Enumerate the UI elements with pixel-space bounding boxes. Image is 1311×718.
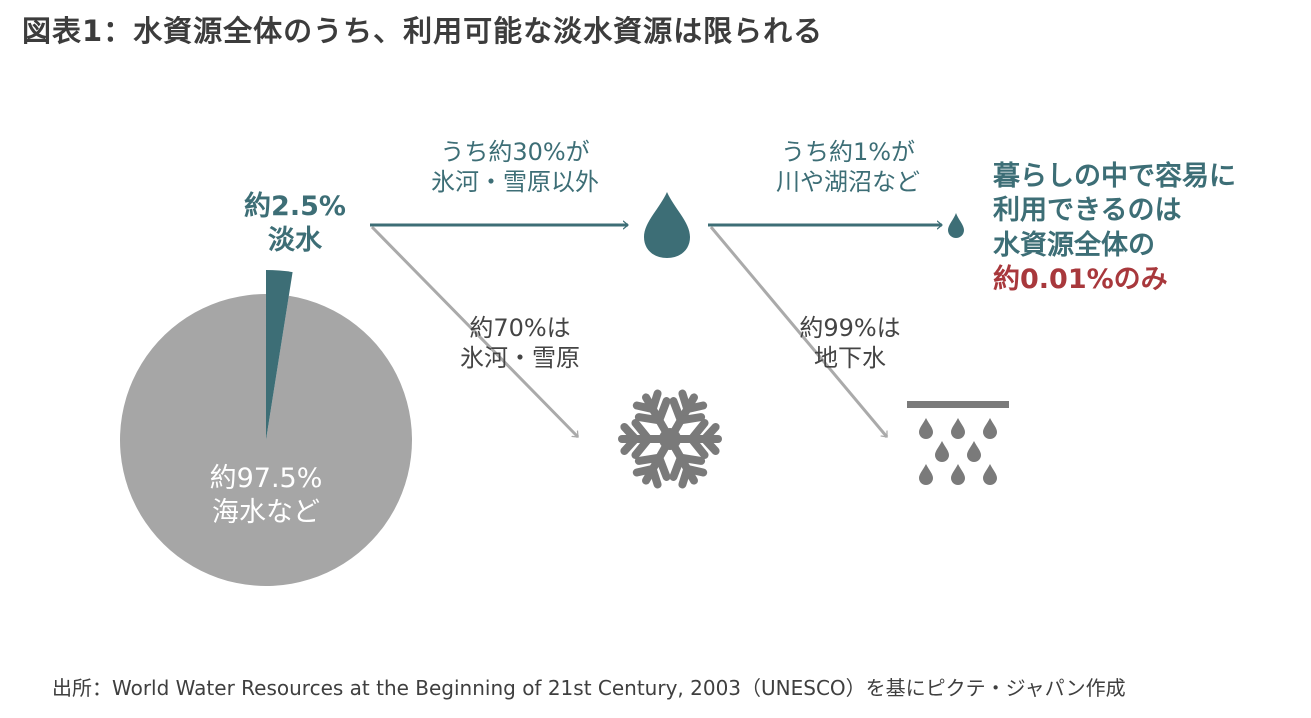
small-water-drop-icon: [948, 213, 964, 238]
pie-chart: [119, 270, 412, 586]
snowflake-stroke: [683, 401, 708, 414]
freshwater-percent: 約2.5%: [244, 191, 346, 222]
pie-slice-freshwater: [266, 270, 293, 440]
label-to-drop-line1: うち約30%が: [440, 138, 590, 166]
figure-title: 図表1：水資源全体のうち、利用可能な淡水資源は限られる: [22, 14, 824, 48]
label-to-snow-line1: 約70%は: [469, 314, 571, 342]
label-to-ground-line1: 約99%は: [799, 314, 901, 342]
conclusion-text: 暮らしの中で容易に 利用できるのは 水資源全体の 約0.01%のみ: [993, 160, 1236, 297]
snowflake-stroke: [631, 419, 653, 443]
snowflake-stroke: [648, 389, 662, 414]
label-to-small-drop: うち約1%が 川や湖沼など: [748, 137, 948, 197]
pie-slice-seawater: [119, 294, 412, 586]
seawater-name: 海水など: [212, 496, 320, 528]
snowflake-stroke: [678, 464, 692, 489]
arrow-drop-to-ground: [709, 226, 889, 438]
seawater-percent: 約97.5%: [209, 463, 323, 494]
snowflake-stroke: [700, 435, 720, 455]
snowflake-icon: [618, 389, 722, 489]
arrow-freshwater-to-snow: [370, 225, 580, 439]
label-to-snow: 約70%は 氷河・雪原: [440, 313, 600, 373]
snowflake-stroke: [669, 453, 685, 481]
label-to-small-drop-line2: 川や湖沼など: [776, 168, 920, 196]
label-to-ground: 約99%は 地下水: [770, 313, 930, 373]
snowflake-stroke: [634, 453, 664, 465]
snowflake-stroke: [632, 464, 657, 477]
snowflake-stroke: [620, 423, 640, 443]
freshwater-name: 淡水: [268, 224, 322, 256]
label-to-snow-line2: 氷河・雪原: [460, 344, 580, 372]
conclusion-line-2: 利用できるのは: [993, 195, 1182, 227]
label-to-drop-line2: 氷河・雪原以外: [431, 168, 599, 196]
water-drop-icon: [644, 192, 690, 258]
label-to-small-drop-line1: うち約1%が: [780, 138, 916, 166]
label-to-drop: うち約30%が 氷河・雪原以外: [415, 137, 615, 197]
snowflake-center: [659, 428, 681, 450]
label-to-ground-line2: 地下水: [814, 344, 886, 372]
groundwater-icon: [907, 401, 1009, 485]
snowflake-stroke: [655, 397, 671, 425]
conclusion-highlight: 約0.01%のみ: [993, 263, 1168, 295]
conclusion-line-3: 水資源全体の: [993, 229, 1155, 261]
seawater-label: 約97.5% 海水など: [196, 462, 336, 530]
snowflake-stroke: [687, 435, 709, 459]
source-note: 出所：World Water Resources at the Beginnin…: [52, 676, 1126, 700]
freshwater-label: 約2.5% 淡水: [240, 190, 350, 258]
snowflake-stroke: [676, 413, 706, 425]
conclusion-line-1: 暮らしの中で容易に: [993, 161, 1236, 192]
